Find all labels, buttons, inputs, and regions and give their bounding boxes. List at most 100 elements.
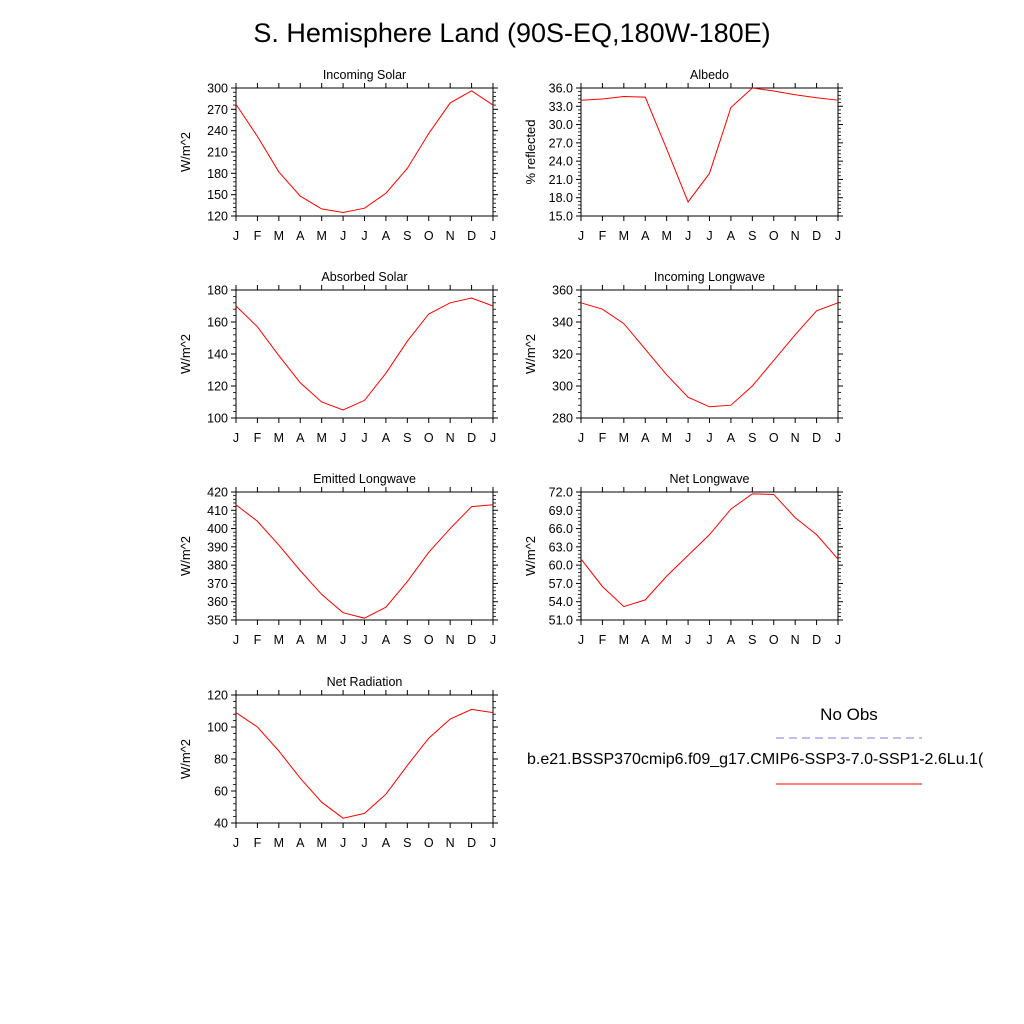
x-tick-label: A [382,836,391,850]
y-tick-label: 410 [207,504,228,518]
y-tick-label: 100 [207,412,228,426]
x-tick-label: M [661,431,671,445]
x-tick-label: J [578,633,584,647]
x-tick-label: A [641,431,650,445]
y-tick-label: 40 [214,817,228,831]
x-tick-label: N [791,633,800,647]
y-tick-label: 33.0 [549,100,573,114]
x-tick-label: J [233,229,239,243]
y-tick-label: 180 [207,284,228,298]
x-tick-label: J [490,633,496,647]
x-tick-label: M [619,229,629,243]
plot-frame [235,694,494,824]
x-tick-label: A [641,633,650,647]
y-tick-label: 360 [207,595,228,609]
y-tick-label: 30.0 [549,118,573,132]
x-tick-label: A [382,633,391,647]
x-tick-label: F [254,836,262,850]
x-tick-label: F [254,431,262,445]
x-tick-label: J [361,836,367,850]
y-tick-label: 80 [214,753,228,767]
x-tick-label: D [812,633,821,647]
y-tick-label: 57.0 [549,577,573,591]
x-tick-label: M [316,836,326,850]
x-tick-label: J [578,431,584,445]
y-tick-label: 270 [207,103,228,117]
x-tick-label: S [403,229,411,243]
x-tick-label: N [791,431,800,445]
y-tick-label: 420 [207,486,228,500]
x-tick-label: F [599,229,607,243]
x-tick-label: F [254,229,262,243]
y-tick-label: 24.0 [549,155,573,169]
y-tick-label: 300 [207,82,228,96]
plot-frame [580,87,839,217]
x-tick-label: D [812,229,821,243]
x-tick-label: O [769,229,779,243]
x-tick-label: M [274,431,284,445]
y-tick-label: 120 [207,210,228,224]
series-line [580,87,839,203]
y-axis-label: % reflected [523,119,538,184]
y-tick-label: 160 [207,316,228,330]
x-tick-label: A [727,633,736,647]
panel-title: Incoming Longwave [654,270,765,284]
x-tick-label: J [490,229,496,243]
x-tick-label: N [791,229,800,243]
x-tick-label: D [467,229,476,243]
x-tick-label: O [424,229,434,243]
series-line [235,708,494,819]
x-tick-label: N [446,836,455,850]
x-tick-label: M [619,633,629,647]
panel-albedo: Albedo % reflected 15.0 18.0 21.0 24.0 27.0 30.… [523,68,843,243]
x-tick-label: D [812,431,821,445]
x-tick-label: M [316,633,326,647]
y-tick-label: 210 [207,146,228,160]
y-tick-label: 100 [207,721,228,735]
y-tick-label: 120 [207,689,228,703]
x-tick-label: D [467,431,476,445]
figure-title: S. Hemisphere Land (90S-EQ,180W-180E) [253,18,771,48]
x-tick-label: J [233,836,239,850]
panel-title: Albedo [690,68,729,82]
x-tick-label: J [706,633,712,647]
x-tick-label: J [233,431,239,445]
x-tick-label: M [661,633,671,647]
x-tick-label: A [382,431,391,445]
x-tick-label: F [599,633,607,647]
x-tick-label: M [274,229,284,243]
plot-frame [235,87,494,217]
y-tick-label: 54.0 [549,595,573,609]
y-tick-label: 120 [207,380,228,394]
y-axis-label: W/m^2 [178,536,193,576]
x-tick-label: A [641,229,650,243]
x-tick-label: M [274,633,284,647]
x-tick-label: N [446,431,455,445]
y-tick-label: 390 [207,540,228,554]
y-tick-label: 360 [552,284,573,298]
y-axis-label: W/m^2 [523,536,538,576]
x-tick-label: J [361,633,367,647]
x-tick-label: A [296,836,305,850]
y-tick-label: 400 [207,522,228,536]
series-line [580,493,839,608]
series-line [580,302,839,408]
y-tick-label: 350 [207,614,228,628]
x-tick-label: J [578,229,584,243]
x-tick-label: J [340,431,346,445]
x-tick-label: D [467,633,476,647]
x-tick-label: S [748,633,756,647]
x-tick-label: M [619,431,629,445]
y-tick-label: 15.0 [549,210,573,224]
y-axis-label: W/m^2 [178,739,193,779]
series-line [235,90,494,213]
y-tick-label: 370 [207,577,228,591]
x-tick-label: J [706,229,712,243]
x-tick-label: O [769,633,779,647]
y-tick-label: 240 [207,124,228,138]
x-tick-label: J [835,229,841,243]
x-tick-label: M [316,229,326,243]
y-tick-label: 66.0 [549,522,573,536]
